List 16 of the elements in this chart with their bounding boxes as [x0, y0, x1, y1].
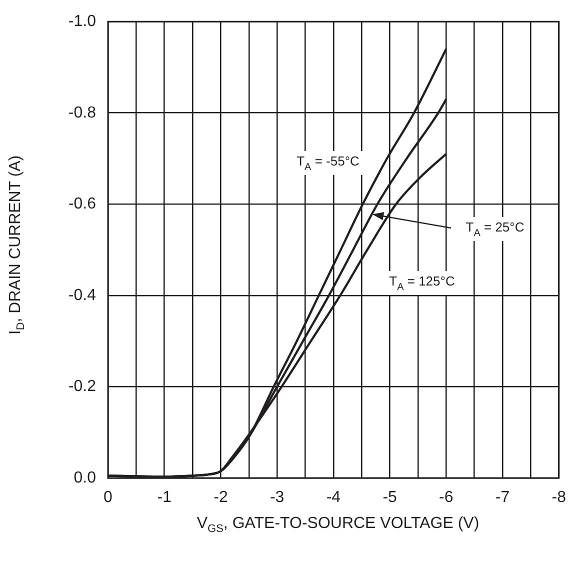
x-tick-label: -6 [439, 489, 454, 506]
x-tick-label: -8 [552, 489, 566, 506]
y-tick-label: -0.2 [68, 378, 96, 396]
x-tick-label: 0 [104, 489, 113, 506]
x-tick-label: -4 [326, 489, 341, 506]
y-tick-label: 0.0 [74, 469, 96, 486]
x-tick-label: -2 [214, 489, 228, 506]
x-tick-label: -3 [270, 489, 284, 506]
y-tick-label: -1.0 [68, 13, 96, 30]
y-tick-label: -0.6 [68, 196, 96, 213]
y-tick-label: -0.8 [68, 104, 96, 122]
x-tick-label: -1 [157, 489, 172, 506]
x-axis-title: V$_{GS}$, GATE-TO-SOURCE VOLTAGE (V) [196, 515, 480, 536]
y-tick-label: -0.4 [68, 286, 96, 304]
x-tick-label: -7 [495, 489, 510, 506]
x-tick-label: -5 [382, 489, 398, 506]
